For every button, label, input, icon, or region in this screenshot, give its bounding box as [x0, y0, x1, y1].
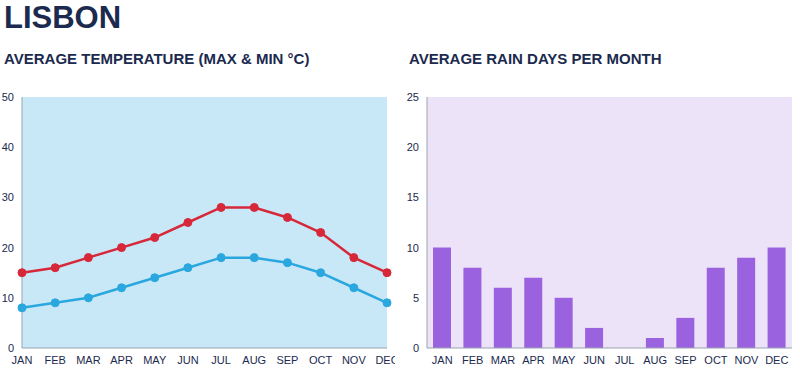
svg-text:MAY: MAY: [552, 354, 576, 366]
svg-text:MAY: MAY: [143, 354, 167, 366]
svg-text:APR: APR: [522, 354, 545, 366]
svg-text:20: 20: [407, 141, 419, 153]
svg-text:MAR: MAR: [491, 354, 516, 366]
html-text:AVERAGE RAIN DAYS PER MONTH: AVERAGE RAIN DAYS PER MONTH: [409, 50, 662, 67]
svg-text:APR: APR: [110, 354, 133, 366]
svg-text:0: 0: [413, 342, 419, 354]
svg-text:AUG: AUG: [643, 354, 667, 366]
svg-text:MAR: MAR: [76, 354, 101, 366]
svg-text:JAN: JAN: [12, 354, 33, 366]
svg-text:DEC: DEC: [765, 354, 788, 366]
svg-text:25: 25: [407, 91, 419, 103]
svg-text:JUN: JUN: [177, 354, 198, 366]
svg-text:5: 5: [413, 292, 419, 304]
svg-text:NOV: NOV: [342, 354, 367, 366]
svg-text:10: 10: [8, 292, 14, 304]
svg-text:10: 10: [407, 242, 419, 254]
svg-text:0: 0: [8, 342, 14, 354]
svg-text:30: 30: [8, 191, 14, 203]
svg-text:AUG: AUG: [242, 354, 266, 366]
html-text:LISBON: LISBON: [4, 0, 122, 35]
svg-text:JUL: JUL: [615, 354, 635, 366]
svg-text:JUL: JUL: [211, 354, 231, 366]
svg-text:OCT: OCT: [704, 354, 728, 366]
svg-text:JUN: JUN: [584, 354, 605, 366]
html-text:AVERAGE TEMPERATURE (MAX & MIN: AVERAGE TEMPERATURE (MAX & MIN °C): [4, 50, 310, 67]
svg-text:FEB: FEB: [462, 354, 483, 366]
svg-text:OCT: OCT: [309, 354, 333, 366]
svg-text:JAN: JAN: [432, 354, 453, 366]
svg-text:SEP: SEP: [276, 354, 298, 366]
svg-text:40: 40: [8, 141, 14, 153]
svg-text:20: 20: [8, 242, 14, 254]
svg-text:50: 50: [8, 91, 14, 103]
svg-text:NOV: NOV: [734, 354, 759, 366]
svg-text:15: 15: [407, 191, 419, 203]
svg-text:SEP: SEP: [675, 354, 697, 366]
svg-text:FEB: FEB: [44, 354, 65, 366]
svg-text:DEC: DEC: [375, 354, 395, 366]
